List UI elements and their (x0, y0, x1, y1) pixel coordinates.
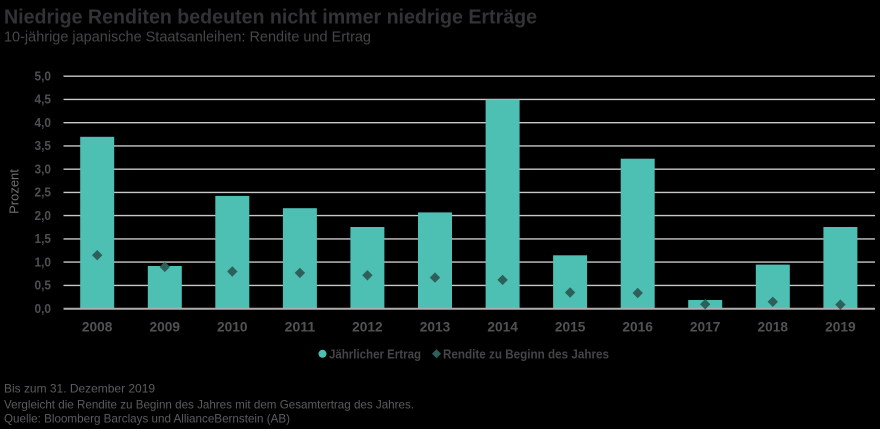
svg-text:2015: 2015 (555, 320, 586, 335)
svg-text:Vergleicht die Rendite zu Begi: Vergleicht die Rendite zu Beginn des Jah… (4, 398, 414, 412)
svg-text:2009: 2009 (150, 320, 181, 335)
svg-text:Niedrige Renditen bedeuten nic: Niedrige Renditen bedeuten nicht immer n… (4, 7, 537, 29)
svg-text:2017: 2017 (690, 320, 721, 335)
svg-text:2013: 2013 (420, 320, 451, 335)
svg-text:2,0: 2,0 (35, 208, 52, 223)
svg-text:0,5: 0,5 (35, 278, 52, 293)
svg-text:Prozent: Prozent (7, 169, 22, 214)
svg-text:2016: 2016 (622, 320, 653, 335)
svg-text:Quelle: Bloomberg Barclays und: Quelle: Bloomberg Barclays und AllianceB… (4, 412, 290, 426)
svg-text:3,0: 3,0 (35, 161, 52, 176)
svg-text:2014: 2014 (487, 320, 518, 335)
svg-text:2010: 2010 (217, 320, 248, 335)
svg-text:2011: 2011 (285, 320, 316, 335)
svg-text:5,0: 5,0 (35, 68, 52, 83)
svg-text:4,5: 4,5 (35, 92, 52, 107)
svg-text:2019: 2019 (825, 320, 856, 335)
svg-text:2008: 2008 (82, 320, 113, 335)
svg-text:10-jährige japanische Staatsan: 10-jährige japanische Staatsanleihen: Re… (4, 29, 371, 46)
svg-text:Rendite zu Beginn des Jahres: Rendite zu Beginn des Jahres (443, 347, 609, 362)
svg-text:4,0: 4,0 (35, 115, 52, 130)
svg-text:2,5: 2,5 (35, 185, 52, 200)
svg-text:Bis zum 31. Dezember 2019: Bis zum 31. Dezember 2019 (4, 382, 155, 396)
svg-text:Jährlicher Ertrag: Jährlicher Ertrag (329, 347, 421, 362)
svg-text:1,0: 1,0 (35, 254, 52, 269)
svg-text:2012: 2012 (352, 320, 383, 335)
svg-text:0,0: 0,0 (35, 301, 52, 316)
svg-text:2018: 2018 (758, 320, 789, 335)
svg-text:1,5: 1,5 (35, 231, 52, 246)
svg-text:3,5: 3,5 (35, 138, 52, 153)
